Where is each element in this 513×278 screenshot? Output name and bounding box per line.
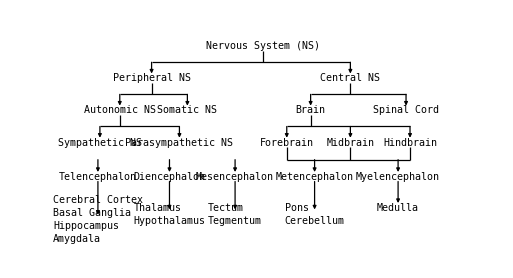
Text: Nervous System (NS): Nervous System (NS) (206, 41, 320, 51)
Text: Central NS: Central NS (321, 73, 380, 83)
Text: Telencephalon: Telencephalon (59, 172, 137, 182)
Text: Midbrain: Midbrain (326, 138, 374, 148)
Text: Autonomic NS: Autonomic NS (84, 105, 156, 115)
Text: Cerebral Cortex
Basal Ganglia
Hippocampus
Amygdala: Cerebral Cortex Basal Ganglia Hippocampu… (53, 195, 143, 244)
Text: Forebrain: Forebrain (260, 138, 314, 148)
Text: Sympathetic NS: Sympathetic NS (58, 138, 142, 148)
Text: Tectum
Tegmentum: Tectum Tegmentum (208, 203, 262, 226)
Text: Peripheral NS: Peripheral NS (112, 73, 191, 83)
Text: Mesencephalon: Mesencephalon (196, 172, 274, 182)
Text: Metencephalon: Metencephalon (275, 172, 353, 182)
Text: Diencephalon: Diencephalon (133, 172, 206, 182)
Text: Parasympathetic NS: Parasympathetic NS (125, 138, 233, 148)
Text: Hindbrain: Hindbrain (383, 138, 437, 148)
Text: Somatic NS: Somatic NS (157, 105, 218, 115)
Text: Pons
Cerebellum: Pons Cerebellum (285, 203, 345, 226)
Text: Brain: Brain (295, 105, 326, 115)
Text: Medulla: Medulla (377, 203, 419, 213)
Text: Myelencephalon: Myelencephalon (356, 172, 440, 182)
Text: Thalamus
Hypothalamus: Thalamus Hypothalamus (133, 203, 206, 226)
Text: Spinal Cord: Spinal Cord (373, 105, 439, 115)
